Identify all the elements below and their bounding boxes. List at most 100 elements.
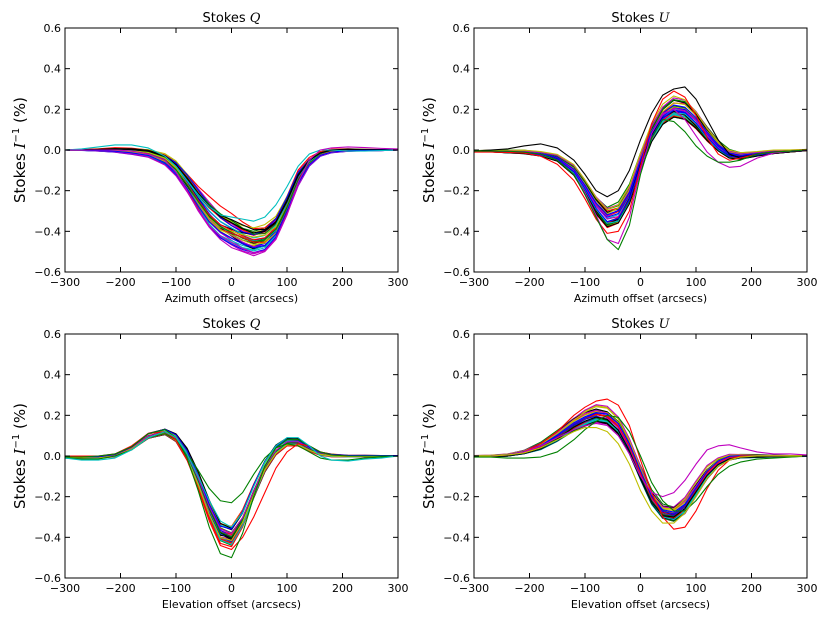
y-axis-label-suffix: (%) (11, 97, 29, 128)
y-tick-label: −0.4 (443, 531, 470, 544)
series-line (65, 429, 398, 559)
panel-title: Stokes U (611, 11, 670, 26)
series-line (65, 148, 398, 234)
y-axis-label-superscript: −1 (420, 128, 431, 143)
panel-title: Stokes Q (203, 317, 261, 332)
y-tick-label: 0.6 (453, 22, 471, 35)
series-line (474, 104, 807, 216)
series-line (474, 414, 807, 515)
panel-title-prefix: Stokes (203, 11, 250, 26)
series-line (474, 411, 807, 513)
y-axis-label-prefix: Stokes (420, 148, 438, 203)
series-line (474, 422, 807, 498)
series-line (65, 432, 398, 540)
series-line (65, 149, 398, 241)
y-tick-label: 0.2 (44, 409, 62, 422)
x-tick-label: 0 (228, 276, 235, 289)
series-lines (474, 398, 807, 530)
y-axis-label-symbol: I (11, 447, 29, 455)
x-tick-label: 0 (637, 582, 644, 595)
x-tick-label: 200 (741, 276, 762, 289)
x-tick-label: −300 (50, 582, 80, 595)
x-tick-label: 0 (228, 582, 235, 595)
panel-azimuth-stokes-q: Stokes Q Stokes I−1 (%) Azimuth offset (… (11, 11, 409, 305)
series-lines (65, 428, 398, 559)
series-line (474, 414, 807, 512)
x-axis-label: Elevation offset (arcsecs) (162, 598, 301, 611)
series-line (65, 146, 398, 257)
y-axis-label-superscript: −1 (420, 434, 431, 449)
y-tick-label: 0.0 (44, 450, 62, 463)
series-line (65, 430, 398, 535)
series-line (474, 413, 807, 515)
series-line (65, 431, 398, 538)
y-axis-label-symbol: I (11, 141, 29, 149)
series-line (65, 431, 398, 535)
panel-title-symbol: U (659, 11, 671, 26)
series-line (65, 433, 398, 537)
series-line (65, 432, 398, 538)
series-line (65, 432, 398, 538)
series-line (65, 432, 398, 541)
series-line (65, 428, 398, 527)
series-lines (474, 86, 807, 251)
series-line (65, 431, 398, 539)
x-axis-label: Azimuth offset (arcsecs) (574, 292, 707, 305)
series-line (65, 432, 398, 539)
x-tick-label: 100 (686, 276, 707, 289)
y-tick-label: −0.6 (443, 266, 470, 279)
series-line (65, 428, 398, 529)
y-axis-label: Stokes I−1 (%) (420, 403, 438, 509)
series-line (65, 431, 398, 534)
x-tick-label: −200 (514, 276, 544, 289)
x-tick-label: −300 (459, 582, 489, 595)
y-tick-label: −0.2 (443, 185, 470, 198)
y-tick-label: 0.6 (44, 22, 62, 35)
y-tick-label: −0.6 (443, 572, 470, 585)
series-line (474, 413, 807, 514)
y-axis-label-prefix: Stokes (420, 454, 438, 509)
series-lines (65, 144, 398, 257)
y-axis-label-prefix: Stokes (11, 454, 29, 509)
y-tick-label: 0.2 (44, 103, 62, 116)
panel-azimuth-stokes-u: Stokes U Stokes I−1 (%) Azimuth offset (… (420, 11, 818, 305)
series-line (474, 413, 807, 515)
series-line (65, 432, 398, 540)
y-axis-label-suffix: (%) (11, 403, 29, 434)
series-line (65, 431, 398, 539)
series-line (65, 148, 398, 236)
series-line (65, 428, 398, 530)
panel-title-prefix: Stokes (203, 317, 250, 332)
series-line (65, 433, 398, 504)
series-line (65, 431, 398, 528)
y-tick-label: 0.6 (453, 328, 471, 341)
y-tick-label: 0.4 (44, 63, 62, 76)
series-line (65, 428, 398, 531)
series-line (474, 95, 807, 211)
series-line (65, 144, 398, 222)
series-line (474, 90, 807, 234)
y-tick-label: 0.4 (453, 63, 471, 76)
x-tick-label: 200 (741, 582, 762, 595)
series-line (65, 429, 398, 528)
series-line (474, 406, 807, 510)
panel-title-prefix: Stokes (611, 11, 658, 26)
y-tick-label: 0.2 (453, 103, 471, 116)
series-line (474, 107, 807, 218)
panel-title-symbol: Q (250, 317, 261, 332)
y-axis-label: Stokes I−1 (%) (11, 97, 29, 203)
y-axis-label-prefix: Stokes (11, 148, 29, 203)
x-tick-label: 200 (332, 276, 353, 289)
series-line (65, 432, 398, 538)
y-tick-label: 0.4 (44, 369, 62, 382)
series-line (65, 149, 398, 254)
y-axis-label-superscript: −1 (11, 434, 22, 449)
series-line (65, 148, 398, 232)
panel-title-symbol: U (659, 317, 671, 332)
y-axis-label-superscript: −1 (11, 128, 22, 143)
y-tick-label: −0.4 (34, 225, 61, 238)
series-line (65, 149, 398, 239)
x-tick-label: 0 (637, 276, 644, 289)
y-tick-label: 0.0 (453, 450, 471, 463)
